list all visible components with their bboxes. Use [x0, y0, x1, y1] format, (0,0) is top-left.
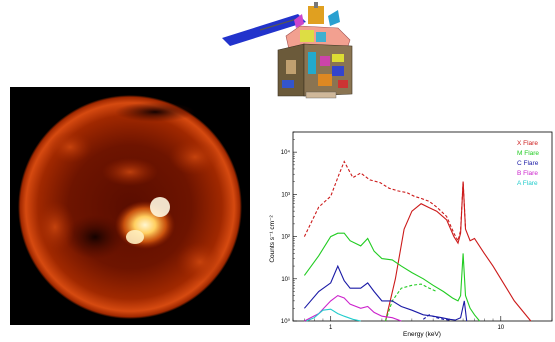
y-axis-title: Counts s⁻¹ cm⁻²: [269, 215, 276, 263]
flare-spectrum-chart: 10⁰ 10¹ 10² 10³ 10⁴ 1 10 Counts s⁻¹ cm⁻² Ener…: [262, 117, 555, 342]
sun-xray-image: [10, 87, 250, 325]
x-tick-label: 1: [329, 325, 333, 331]
satellite-icon: [222, 2, 352, 98]
legend-entry: C Flare: [517, 160, 539, 167]
y-tick-label: 10¹: [281, 277, 290, 283]
legend-entry: M Flare: [517, 150, 539, 157]
plot-frame: [293, 132, 552, 321]
y-tick-label: 10⁰: [281, 318, 291, 325]
x-axis-title: Energy (keV): [403, 331, 441, 338]
y-tick-label: 10³: [281, 192, 290, 198]
legend-entry: B Flare: [517, 170, 538, 177]
x-tick-label: 10: [497, 325, 504, 331]
legend-entry: X Flare: [517, 140, 538, 147]
legend-entry: A Flare: [517, 180, 538, 187]
y-tick-label: 10⁴: [281, 149, 291, 156]
y-tick-label: 10²: [281, 235, 290, 241]
